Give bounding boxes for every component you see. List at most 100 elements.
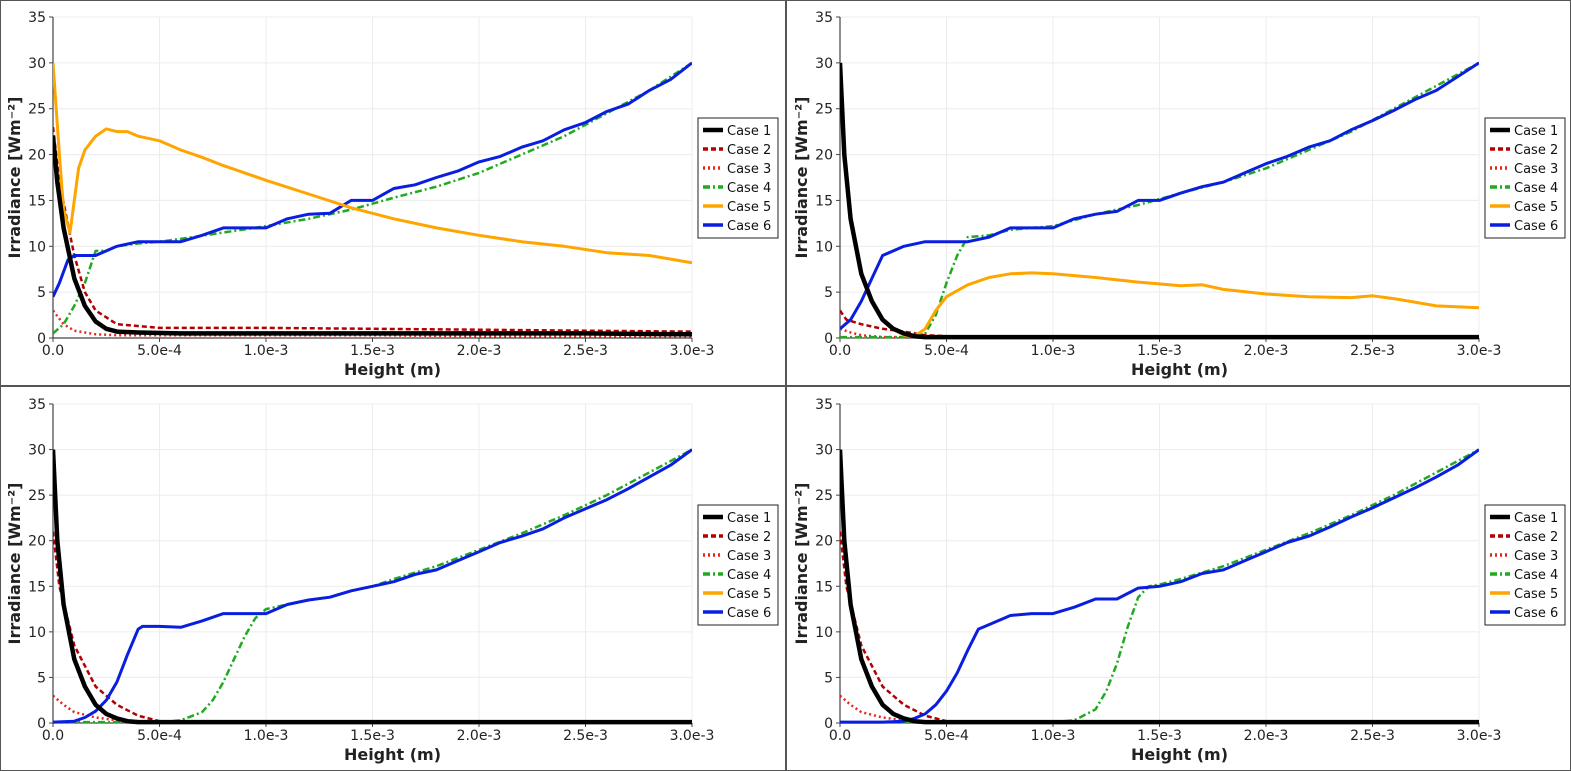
legend-label: Case 2 [727,530,771,545]
legend-label: Case 3 [727,162,771,177]
x-tick-label: 1.5e-3 [1137,343,1182,359]
y-tick-label: 25 [28,488,46,504]
y-tick-label: 15 [28,193,46,209]
legend-label: Case 5 [1514,200,1558,215]
series-line-case-2 [53,126,692,333]
x-tick-label: 1.5e-3 [350,343,395,359]
legend-label: Case 3 [727,549,771,564]
x-tick-label: 3.0e-3 [670,343,715,359]
series-line-case-1 [53,449,692,725]
x-tick-label: 0.0 [829,343,851,359]
legend: Case 1 Case 2 Case 3 Case 4 Case 5 Case 6 [1484,117,1566,239]
legend: Case 1 Case 2 Case 3 Case 4 Case 5 Case 6 [697,504,779,626]
legend-label: Case 2 [727,143,771,158]
x-tick-label: 5.0e-4 [137,343,182,359]
x-axis-label: Height (m) [344,360,441,379]
x-tick-label: 2.0e-3 [1244,728,1289,744]
chart-panel-top-left: 0.0 5.0e-4 1.0e-3 1.5e-3 2.0e-3 2.5e-3 3.0e-3 0… [0,0,786,386]
plot-area [840,448,1479,725]
y-tick-label: 30 [815,443,833,459]
legend-label: Case 6 [727,606,771,621]
y-tick-label: 15 [815,579,833,595]
y-axis-label: Irradiance [Wm⁻²] [792,483,811,645]
y-tick-label: 30 [815,56,833,72]
grid: 0.0 5.0e-4 1.0e-3 1.5e-3 2.0e-3 2.5e-3 3.0e-3 0… [815,397,1501,744]
chart-panel-bottom-right: 0.0 5.0e-4 1.0e-3 1.5e-3 2.0e-3 2.5e-3 3.0e-3 0… [787,387,1571,771]
x-tick-label: 2.5e-3 [1350,728,1395,744]
y-tick-label: 20 [28,148,46,164]
line-chart-2: 0.0 5.0e-4 1.0e-3 1.5e-3 2.0e-3 2.5e-3 3.0e-3 0… [5,397,779,764]
legend-label: Case 3 [1514,162,1558,177]
legend-box [1484,504,1566,626]
y-tick-label: 5 [37,670,46,686]
y-tick-label: 5 [824,285,833,301]
series-line-case-1 [840,62,1479,340]
x-axis-label: Height (m) [1131,360,1228,379]
legend-label: Case 1 [727,511,771,526]
series-line-case-2 [840,309,1479,339]
x-tick-label: 2.5e-3 [1350,343,1395,359]
legend-label: Case 1 [727,124,771,139]
y-tick-label: 10 [28,239,46,255]
x-tick-label: 2.0e-3 [457,728,502,744]
x-tick-label: 3.0e-3 [670,728,715,744]
legend-box [697,117,779,239]
y-tick-label: 35 [815,397,833,413]
grid: 0.0 5.0e-4 1.0e-3 1.5e-3 2.0e-3 2.5e-3 3.0e-3 0… [28,397,714,744]
x-tick-label: 2.5e-3 [563,728,608,744]
panel-divider-horizontal [0,385,1571,387]
y-tick-label: 25 [815,102,833,118]
legend-label: Case 4 [727,181,771,196]
x-tick-label: 3.0e-3 [1457,728,1502,744]
x-tick-label: 1.0e-3 [244,343,289,359]
legend-label: Case 5 [1514,587,1558,602]
x-tick-label: 2.0e-3 [457,343,502,359]
y-tick-label: 5 [37,285,46,301]
grid: 0.0 5.0e-4 1.0e-3 1.5e-3 2.0e-3 2.5e-3 3.0e-3 0… [28,10,714,359]
chart-panel-bottom-left: 0.0 5.0e-4 1.0e-3 1.5e-3 2.0e-3 2.5e-3 3.0e-3 0… [0,387,786,771]
legend-label: Case 4 [727,568,771,583]
x-tick-label: 5.0e-4 [924,343,969,359]
y-tick-label: 25 [815,488,833,504]
x-axis-label: Height (m) [344,745,441,764]
x-tick-label: 3.0e-3 [1457,343,1502,359]
y-tick-label: 0 [37,716,46,732]
x-tick-label: 1.0e-3 [1031,343,1076,359]
line-chart-1: 0.0 5.0e-4 1.0e-3 1.5e-3 2.0e-3 2.5e-3 3.0e-3 0… [792,10,1566,379]
y-tick-label: 35 [28,397,46,413]
legend-label: Case 6 [727,219,771,234]
series-line-case-1 [840,449,1479,725]
line-chart-3: 0.0 5.0e-4 1.0e-3 1.5e-3 2.0e-3 2.5e-3 3.0e-3 0… [792,397,1566,764]
series-line-case-5 [53,62,692,265]
y-tick-label: 10 [28,625,46,641]
legend-label: Case 2 [1514,143,1558,158]
x-tick-label: 5.0e-4 [137,728,182,744]
x-tick-label: 0.0 [42,728,64,744]
y-tick-label: 15 [28,579,46,595]
legend-label: Case 6 [1514,606,1558,621]
y-tick-label: 15 [815,193,833,209]
x-tick-label: 5.0e-4 [924,728,969,744]
y-tick-label: 20 [815,148,833,164]
line-chart-0: 0.0 5.0e-4 1.0e-3 1.5e-3 2.0e-3 2.5e-3 3.0e-3 0… [5,10,779,379]
x-tick-label: 0.0 [829,728,851,744]
legend-box [1484,117,1566,239]
legend: Case 1 Case 2 Case 3 Case 4 Case 5 Case 6 [1484,504,1566,626]
series-line-case-4 [840,448,1479,724]
y-tick-label: 30 [28,56,46,72]
x-tick-label: 1.5e-3 [350,728,395,744]
y-tick-label: 0 [824,331,833,347]
y-tick-label: 35 [28,10,46,26]
y-tick-label: 35 [815,10,833,26]
legend-label: Case 3 [1514,549,1558,564]
chart-panel-top-right: 0.0 5.0e-4 1.0e-3 1.5e-3 2.0e-3 2.5e-3 3.0e-3 0… [787,0,1571,386]
x-tick-label: 2.5e-3 [563,343,608,359]
legend-label: Case 4 [1514,181,1558,196]
y-tick-label: 0 [37,331,46,347]
series-line-case-6 [840,448,1479,724]
plot-area [53,448,692,725]
x-tick-label: 1.0e-3 [244,728,289,744]
x-tick-label: 2.0e-3 [1244,343,1289,359]
y-axis-label: Irradiance [Wm⁻²] [5,483,24,645]
y-tick-label: 0 [824,716,833,732]
